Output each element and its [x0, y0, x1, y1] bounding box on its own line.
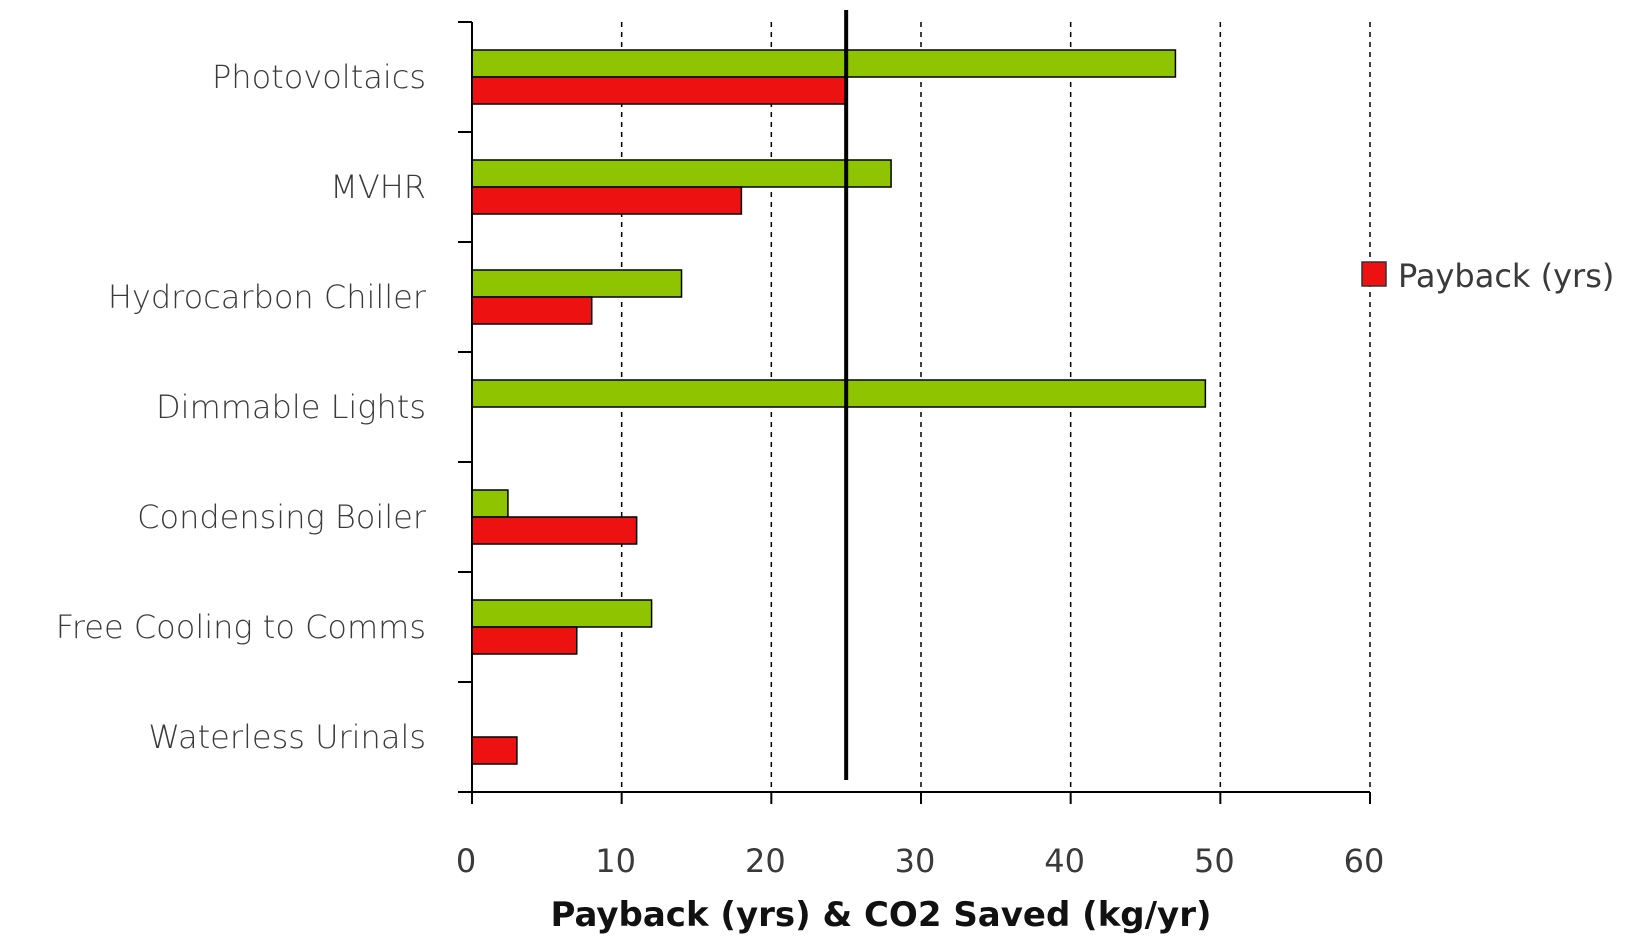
bar-co2-5	[471, 599, 653, 628]
bar-payback-5	[471, 626, 578, 655]
bar-co2-0	[471, 49, 1177, 78]
x-tick-label-20: 20	[745, 842, 786, 880]
bar-payback-1	[471, 186, 743, 215]
x-tick-labels: 0 10 20 30 40 50 60	[456, 842, 1385, 880]
bar-co2-4	[471, 489, 509, 518]
x-tick-label-0: 0	[456, 842, 476, 880]
x-axis-title: Payback (yrs) & CO2 Saved (kg/yr)	[550, 895, 1211, 934]
bar-payback-6	[471, 736, 518, 765]
legend-swatch-payback	[1361, 261, 1387, 287]
legend-label-payback: Payback (yrs)	[1398, 257, 1614, 295]
bar-co2-2	[471, 269, 683, 298]
category-labels: Photovoltaics MVHR Hydrocarbon Chiller Dimm…	[56, 58, 427, 756]
x-tick-label-40: 40	[1044, 842, 1085, 880]
category-label-2: Hydrocarbon Chiller	[108, 278, 427, 316]
category-label-5: Free Cooling to Comms	[56, 608, 426, 646]
category-label-4: Condensing Boiler	[137, 498, 427, 536]
bar-co2-1	[471, 159, 892, 188]
bar-payback-2	[471, 296, 593, 325]
bar-payback-0	[471, 76, 847, 105]
axes	[458, 21, 1371, 804]
legend: Payback (yrs)	[1361, 257, 1614, 295]
x-tick-label-10: 10	[595, 842, 636, 880]
x-tick-label-60: 60	[1344, 842, 1385, 880]
bar-co2-3	[471, 379, 1207, 408]
bars	[471, 49, 1207, 765]
x-tick-label-30: 30	[895, 842, 936, 880]
category-label-3: Dimmable Lights	[156, 388, 426, 426]
category-label-6: Waterless Urinals	[148, 718, 426, 756]
bar-payback-4	[471, 516, 638, 545]
category-label-0: Photovoltaics	[212, 58, 426, 96]
x-tick-label-50: 50	[1194, 842, 1235, 880]
category-label-1: MVHR	[330, 168, 426, 206]
